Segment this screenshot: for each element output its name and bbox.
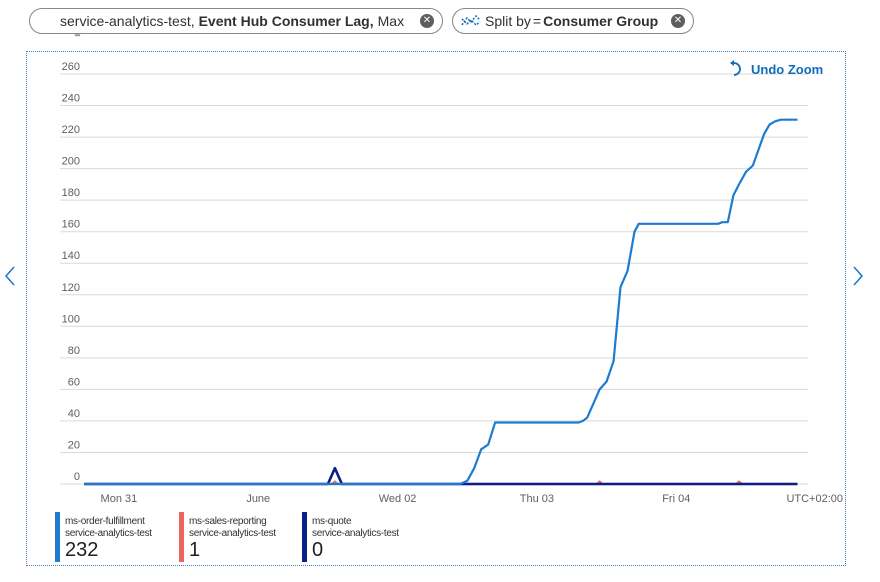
legend-label: ms-quote service-analytics-test — [312, 516, 399, 540]
x-tick-label: Fri 04 — [662, 493, 690, 505]
legend-resource-name: service-analytics-test — [65, 528, 152, 539]
legend-series-name: ms-sales-reporting — [189, 516, 267, 527]
remove-split-close-icon[interactable]: ✕ — [671, 14, 685, 28]
legend-series-name: ms-quote — [312, 516, 352, 527]
x-tick-label: June — [246, 493, 270, 505]
y-tick-label: 20 — [68, 439, 80, 451]
split-by-pill[interactable]: Split by = Consumer Group ✕ — [452, 8, 694, 34]
y-tick-label: 200 — [62, 156, 80, 168]
legend-value: 232 — [65, 539, 99, 561]
legend-value: 0 — [312, 539, 324, 561]
y-tick-label: 220 — [62, 124, 80, 136]
y-tick-label: 140 — [62, 250, 80, 262]
split-by-icon — [461, 14, 481, 26]
legend-color-swatch — [302, 512, 307, 562]
y-tick-label: 240 — [62, 93, 80, 105]
y-tick-label: 260 — [62, 61, 80, 73]
legend-series-name: ms-order-fulfillment — [65, 516, 145, 527]
drag-handle-icon[interactable]: ‗ — [75, 26, 80, 36]
next-chevron-icon[interactable] — [851, 265, 865, 287]
legend-color-swatch — [55, 512, 60, 562]
legend-value: 1 — [189, 539, 201, 561]
y-tick-label: 40 — [68, 408, 80, 420]
x-tick-label: Wed 02 — [379, 493, 417, 505]
series-line-ms-order-fulfillment — [84, 118, 798, 486]
aggregation-name: Max — [377, 13, 405, 29]
undo-zoom-label: Undo Zoom — [751, 61, 824, 77]
y-tick-label: 60 — [68, 376, 80, 388]
undo-icon — [730, 60, 741, 76]
split-by-label: Split by — [485, 13, 531, 29]
metric-filter-pill[interactable]: ‗ service-analytics-test, Event Hub Cons… — [29, 8, 443, 36]
split-by-value: Consumer Group — [543, 13, 659, 29]
series-line-ms-quote — [84, 466, 798, 486]
split-eq: = — [532, 13, 542, 29]
resource-name: service-analytics-test, — [60, 13, 195, 29]
metric-name: Event Hub Consumer Lag, — [198, 13, 374, 29]
y-tick-label: 80 — [68, 345, 80, 357]
previous-chevron-icon[interactable] — [3, 265, 17, 287]
y-tick-label: 120 — [62, 282, 80, 294]
chart-area[interactable] — [26, 51, 846, 566]
legend-color-swatch — [179, 512, 184, 562]
y-tick-label: 160 — [62, 219, 80, 231]
y-tick-label: 0 — [74, 471, 80, 483]
y-tick-label: 180 — [62, 187, 80, 199]
x-tick-label: Mon 31 — [101, 493, 138, 505]
legend-label: ms-order-fulfillment service-analytics-te… — [65, 516, 152, 540]
x-tick-label: Thu 03 — [520, 493, 554, 505]
legend-resource-name: service-analytics-test — [312, 528, 399, 539]
undo-zoom-button[interactable]: Undo Zoom — [729, 60, 823, 78]
legend-resource-name: service-analytics-test — [189, 528, 276, 539]
y-tick-label: 100 — [62, 313, 80, 325]
remove-metric-close-icon[interactable]: ✕ — [420, 14, 434, 28]
legend-label: ms-sales-reporting service-analytics-test — [189, 516, 276, 540]
timezone-label: UTC+02:00 — [786, 493, 843, 505]
